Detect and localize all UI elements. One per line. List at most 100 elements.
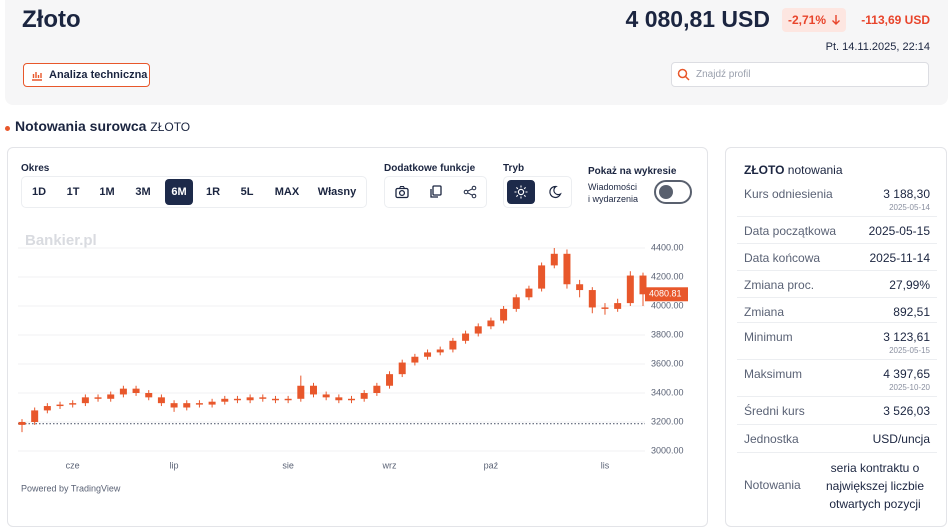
- news-line: i wydarzenia: [588, 194, 639, 204]
- candle-body: [639, 275, 647, 295]
- candle-body: [563, 253, 571, 285]
- candle-body: [436, 349, 444, 353]
- period-button[interactable]: 1T: [66, 186, 80, 198]
- row-separator: [737, 424, 937, 425]
- chart-card: [7, 147, 708, 527]
- credit: Powered by TradingView: [21, 483, 121, 493]
- news-toggle[interactable]: [654, 180, 692, 204]
- row-value: 3 123,61: [883, 330, 930, 344]
- analysis-button-label: Analiza techniczna: [49, 69, 148, 81]
- candle-body: [107, 394, 115, 399]
- mode-group: [503, 176, 572, 208]
- candle-body: [386, 374, 394, 386]
- light-mode-button[interactable]: [507, 180, 535, 204]
- camera-button[interactable]: [395, 185, 409, 199]
- row-value: USD/uncja: [872, 432, 930, 446]
- panel-title: ZŁOTO notowania: [744, 163, 843, 177]
- news-label: Wiadomości i wydarzenia: [588, 181, 638, 205]
- candle-body: [550, 253, 558, 266]
- row-separator: [737, 216, 937, 217]
- period-button[interactable]: MAX: [274, 186, 300, 198]
- candle-body: [474, 326, 482, 334]
- candle-body: [335, 397, 343, 401]
- section-subtitle: ZŁOTO: [150, 120, 191, 134]
- candle-body: [284, 398, 292, 401]
- x-tick-label: lis: [601, 460, 610, 470]
- info-card: [725, 147, 947, 527]
- share-button[interactable]: [463, 185, 477, 199]
- down-arrow: [832, 15, 840, 25]
- candle-body: [119, 388, 127, 395]
- candle-body: [512, 297, 520, 309]
- change-pct: -2,71%: [788, 13, 827, 27]
- period-button[interactable]: 1D: [31, 186, 47, 198]
- candle-body: [221, 398, 229, 402]
- watermark: Bankier.pl: [25, 232, 97, 249]
- candle-body: [500, 308, 508, 321]
- row-value: 2025-11-14: [869, 251, 931, 265]
- period-button[interactable]: Własny: [317, 186, 357, 198]
- toggle-knob: [659, 185, 673, 199]
- candle-body: [360, 393, 368, 399]
- candle-body: [145, 393, 153, 398]
- last-price-box: [645, 287, 688, 302]
- period-button[interactable]: 1R: [205, 186, 221, 198]
- row-label: Maksimum: [744, 367, 803, 381]
- mode-label: Tryb: [503, 163, 525, 174]
- row-value: 4 397,65: [883, 367, 930, 381]
- section-name: Notowania surowca: [15, 118, 147, 134]
- candle-body: [31, 410, 39, 422]
- x-tick-label: cze: [66, 460, 80, 470]
- y-tick-label: 3600.00: [651, 358, 684, 368]
- panel-row: Data końcowa 2025-11-14: [744, 251, 930, 265]
- y-tick-label: 4200.00: [651, 271, 684, 281]
- candle-body: [297, 385, 305, 399]
- row-value: 892,51: [893, 305, 930, 319]
- y-tick-label: 3400.00: [651, 387, 684, 397]
- row-separator: [737, 359, 937, 360]
- candle-body: [208, 401, 216, 405]
- y-tick-label: 3800.00: [651, 329, 684, 339]
- copy-button[interactable]: [429, 185, 443, 199]
- candle-body: [195, 403, 203, 405]
- candle-body: [322, 394, 330, 398]
- panel-row: Data początkowa 2025-05-15: [744, 224, 930, 238]
- candle-body: [576, 284, 584, 291]
- row-label: Zmiana: [744, 305, 785, 319]
- dark-mode-button[interactable]: [548, 185, 562, 199]
- x-tick-label: wrz: [382, 460, 397, 470]
- candle-body: [309, 385, 317, 395]
- period-button[interactable]: 1M: [99, 186, 115, 198]
- row-label: Minimum: [744, 330, 793, 344]
- candle-body: [411, 356, 419, 363]
- candle-body: [525, 288, 533, 298]
- panel-name: ZŁOTO: [744, 163, 785, 177]
- candle-body: [81, 397, 89, 404]
- candle-body: [18, 422, 26, 425]
- bullet: [5, 126, 10, 131]
- section-title: Notowania surowca ZŁOTO: [15, 118, 190, 134]
- sun-icon: [514, 185, 528, 199]
- row-value: 27,99%: [889, 278, 930, 292]
- row-value: 3 188,30: [883, 187, 930, 201]
- panel-subtitle: notowania: [787, 163, 843, 177]
- title: Złoto: [22, 6, 81, 33]
- row-separator: [737, 396, 937, 397]
- row-separator: [737, 322, 937, 323]
- candle-body: [487, 320, 495, 327]
- chart-icon: [32, 72, 42, 81]
- row-label: Średni kurs: [744, 404, 805, 418]
- show-label: Pokaż na wykresie: [588, 166, 677, 177]
- period-button[interactable]: 5L: [240, 186, 254, 198]
- candle-body: [246, 397, 254, 401]
- row-label: Data początkowa: [744, 224, 837, 238]
- analysis-button[interactable]: [23, 63, 150, 87]
- x-tick-label: lip: [170, 460, 179, 470]
- search-box[interactable]: [671, 62, 929, 87]
- candle-body: [398, 362, 406, 375]
- period-button[interactable]: 3M: [135, 186, 151, 198]
- period-button[interactable]: 6M: [165, 179, 193, 205]
- functions-group: [384, 176, 487, 208]
- row-separator: [737, 243, 937, 244]
- price: 4 080,81 USD: [625, 6, 770, 32]
